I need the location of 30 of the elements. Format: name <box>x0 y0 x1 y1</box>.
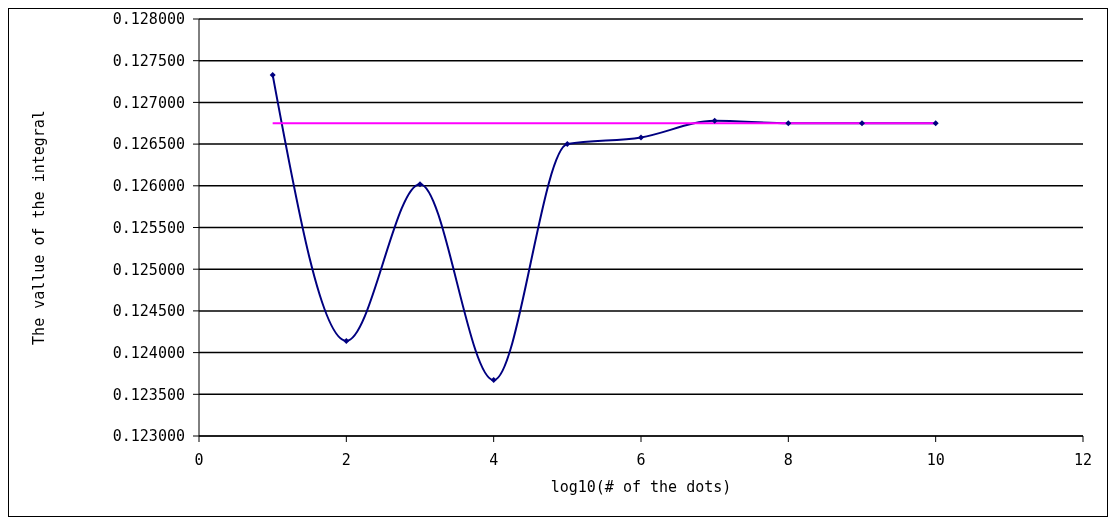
x-tick-label: 12 <box>1073 450 1093 469</box>
point <box>417 181 423 188</box>
y-tick-label: 0.127000 <box>112 93 185 112</box>
x-tick-label: 10 <box>926 450 945 469</box>
x-tick-label: 8 <box>783 450 793 469</box>
y-tick-label: 0.123500 <box>112 385 185 404</box>
y-tick-label: 0.124500 <box>112 302 185 321</box>
y-tick-label: 0.124000 <box>112 343 185 362</box>
point <box>638 134 644 141</box>
y-tick-label: 0.125500 <box>112 218 185 237</box>
point <box>343 337 350 344</box>
y-tick-label: 0.126000 <box>112 177 185 196</box>
point <box>269 71 276 78</box>
y-axis-title: The vallue of the integral <box>30 110 49 345</box>
point <box>932 120 939 127</box>
x-tick-label: 4 <box>489 450 499 469</box>
point <box>859 120 865 127</box>
x-tick-label: 0 <box>194 450 204 469</box>
point <box>490 377 497 384</box>
point <box>785 120 792 127</box>
y-tick-label: 0.126500 <box>112 135 185 154</box>
x-tick-label: 2 <box>341 450 351 469</box>
y-tick-label: 0.128000 <box>112 10 185 29</box>
point <box>564 141 571 148</box>
y-tick-label: 0.125000 <box>112 260 185 279</box>
y-tick-label: 0.127500 <box>112 52 185 71</box>
y-tick-label: 0.123000 <box>112 427 185 446</box>
point <box>711 117 718 124</box>
x-axis-title: log10(# of the dots) <box>550 478 732 496</box>
x-tick-label: 6 <box>636 450 646 469</box>
